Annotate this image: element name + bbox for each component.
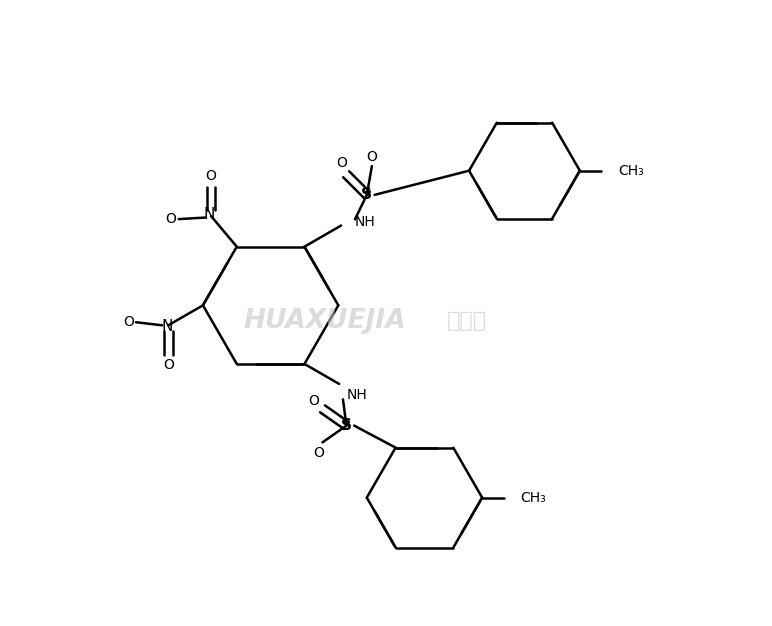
Text: O: O bbox=[336, 156, 347, 170]
Text: S: S bbox=[341, 418, 352, 433]
Text: O: O bbox=[367, 150, 378, 164]
Text: O: O bbox=[205, 169, 216, 183]
Text: CH₃: CH₃ bbox=[520, 491, 547, 505]
Text: O: O bbox=[313, 446, 324, 460]
Text: O: O bbox=[123, 316, 134, 329]
Text: O: O bbox=[166, 212, 177, 226]
Text: NH: NH bbox=[355, 215, 376, 228]
Text: CH₃: CH₃ bbox=[618, 163, 644, 178]
Text: NH: NH bbox=[347, 387, 367, 402]
Text: O: O bbox=[163, 358, 174, 372]
Text: N: N bbox=[161, 319, 172, 334]
Text: S: S bbox=[361, 187, 372, 202]
Text: HUAXUEJIA: HUAXUEJIA bbox=[243, 308, 406, 334]
Text: O: O bbox=[308, 394, 319, 408]
Text: N: N bbox=[204, 207, 215, 222]
Text: 化学加: 化学加 bbox=[447, 310, 487, 331]
